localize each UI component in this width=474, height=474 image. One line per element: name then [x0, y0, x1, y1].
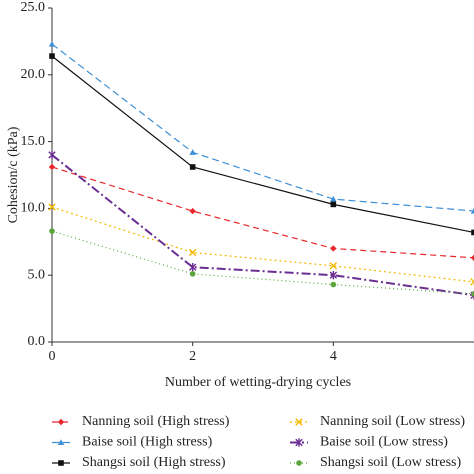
marker: [48, 163, 56, 171]
marker: [48, 150, 56, 160]
y-tick-label: 25.0: [21, 0, 46, 15]
legend-label: Baise soil (High stress): [82, 435, 213, 450]
y-tick-label: 0.0: [28, 334, 46, 349]
x-axis-label: Number of wetting-drying cycles: [165, 375, 351, 390]
legend-label: Nanning soil (Low stress): [320, 414, 465, 429]
marker: [58, 460, 64, 466]
marker: [189, 271, 196, 277]
series-line: [51, 55, 474, 234]
y-tick-label: 5.0: [28, 267, 46, 282]
series-line: [51, 154, 474, 297]
legend-label: Shangsi soil (High stress): [82, 455, 226, 470]
marker: [471, 229, 474, 236]
legend-label: Shangsi soil (Low stress): [320, 455, 462, 470]
series-line: [51, 166, 474, 259]
y-axis-label: Cohesion/c (kPa): [6, 126, 21, 223]
marker: [49, 53, 55, 59]
legend-label: Nanning soil (High stress): [82, 414, 230, 429]
y-tick-label: 10.0: [21, 201, 46, 216]
marker: [330, 281, 337, 288]
marker: [188, 262, 197, 272]
x-tick-label: 0: [49, 349, 56, 364]
x-tick-label: 2: [189, 349, 196, 364]
series-line: [51, 230, 474, 295]
marker: [49, 228, 55, 234]
x-tick-label: 4: [330, 349, 337, 364]
marker: [470, 278, 474, 286]
marker: [330, 201, 337, 208]
marker: [189, 164, 196, 170]
marker: [329, 262, 338, 270]
series-line: [51, 43, 474, 212]
marker: [189, 207, 196, 215]
marker: [471, 291, 474, 297]
legend-label: Baise soil (Low stress): [320, 435, 448, 450]
y-tick-label: 20.0: [21, 67, 46, 82]
marker: [330, 195, 337, 202]
marker: [189, 149, 196, 155]
marker: [57, 418, 65, 426]
y-tick-label: 15.0: [21, 134, 46, 149]
marker: [48, 40, 56, 47]
marker: [470, 254, 474, 262]
marker: [470, 207, 474, 214]
marker: [57, 439, 65, 446]
marker: [296, 460, 302, 466]
marker: [188, 248, 197, 257]
marker: [295, 418, 303, 426]
marker: [295, 438, 303, 447]
marker: [48, 203, 56, 211]
marker: [329, 271, 338, 280]
plot-area: [48, 40, 474, 300]
marker: [330, 245, 337, 252]
